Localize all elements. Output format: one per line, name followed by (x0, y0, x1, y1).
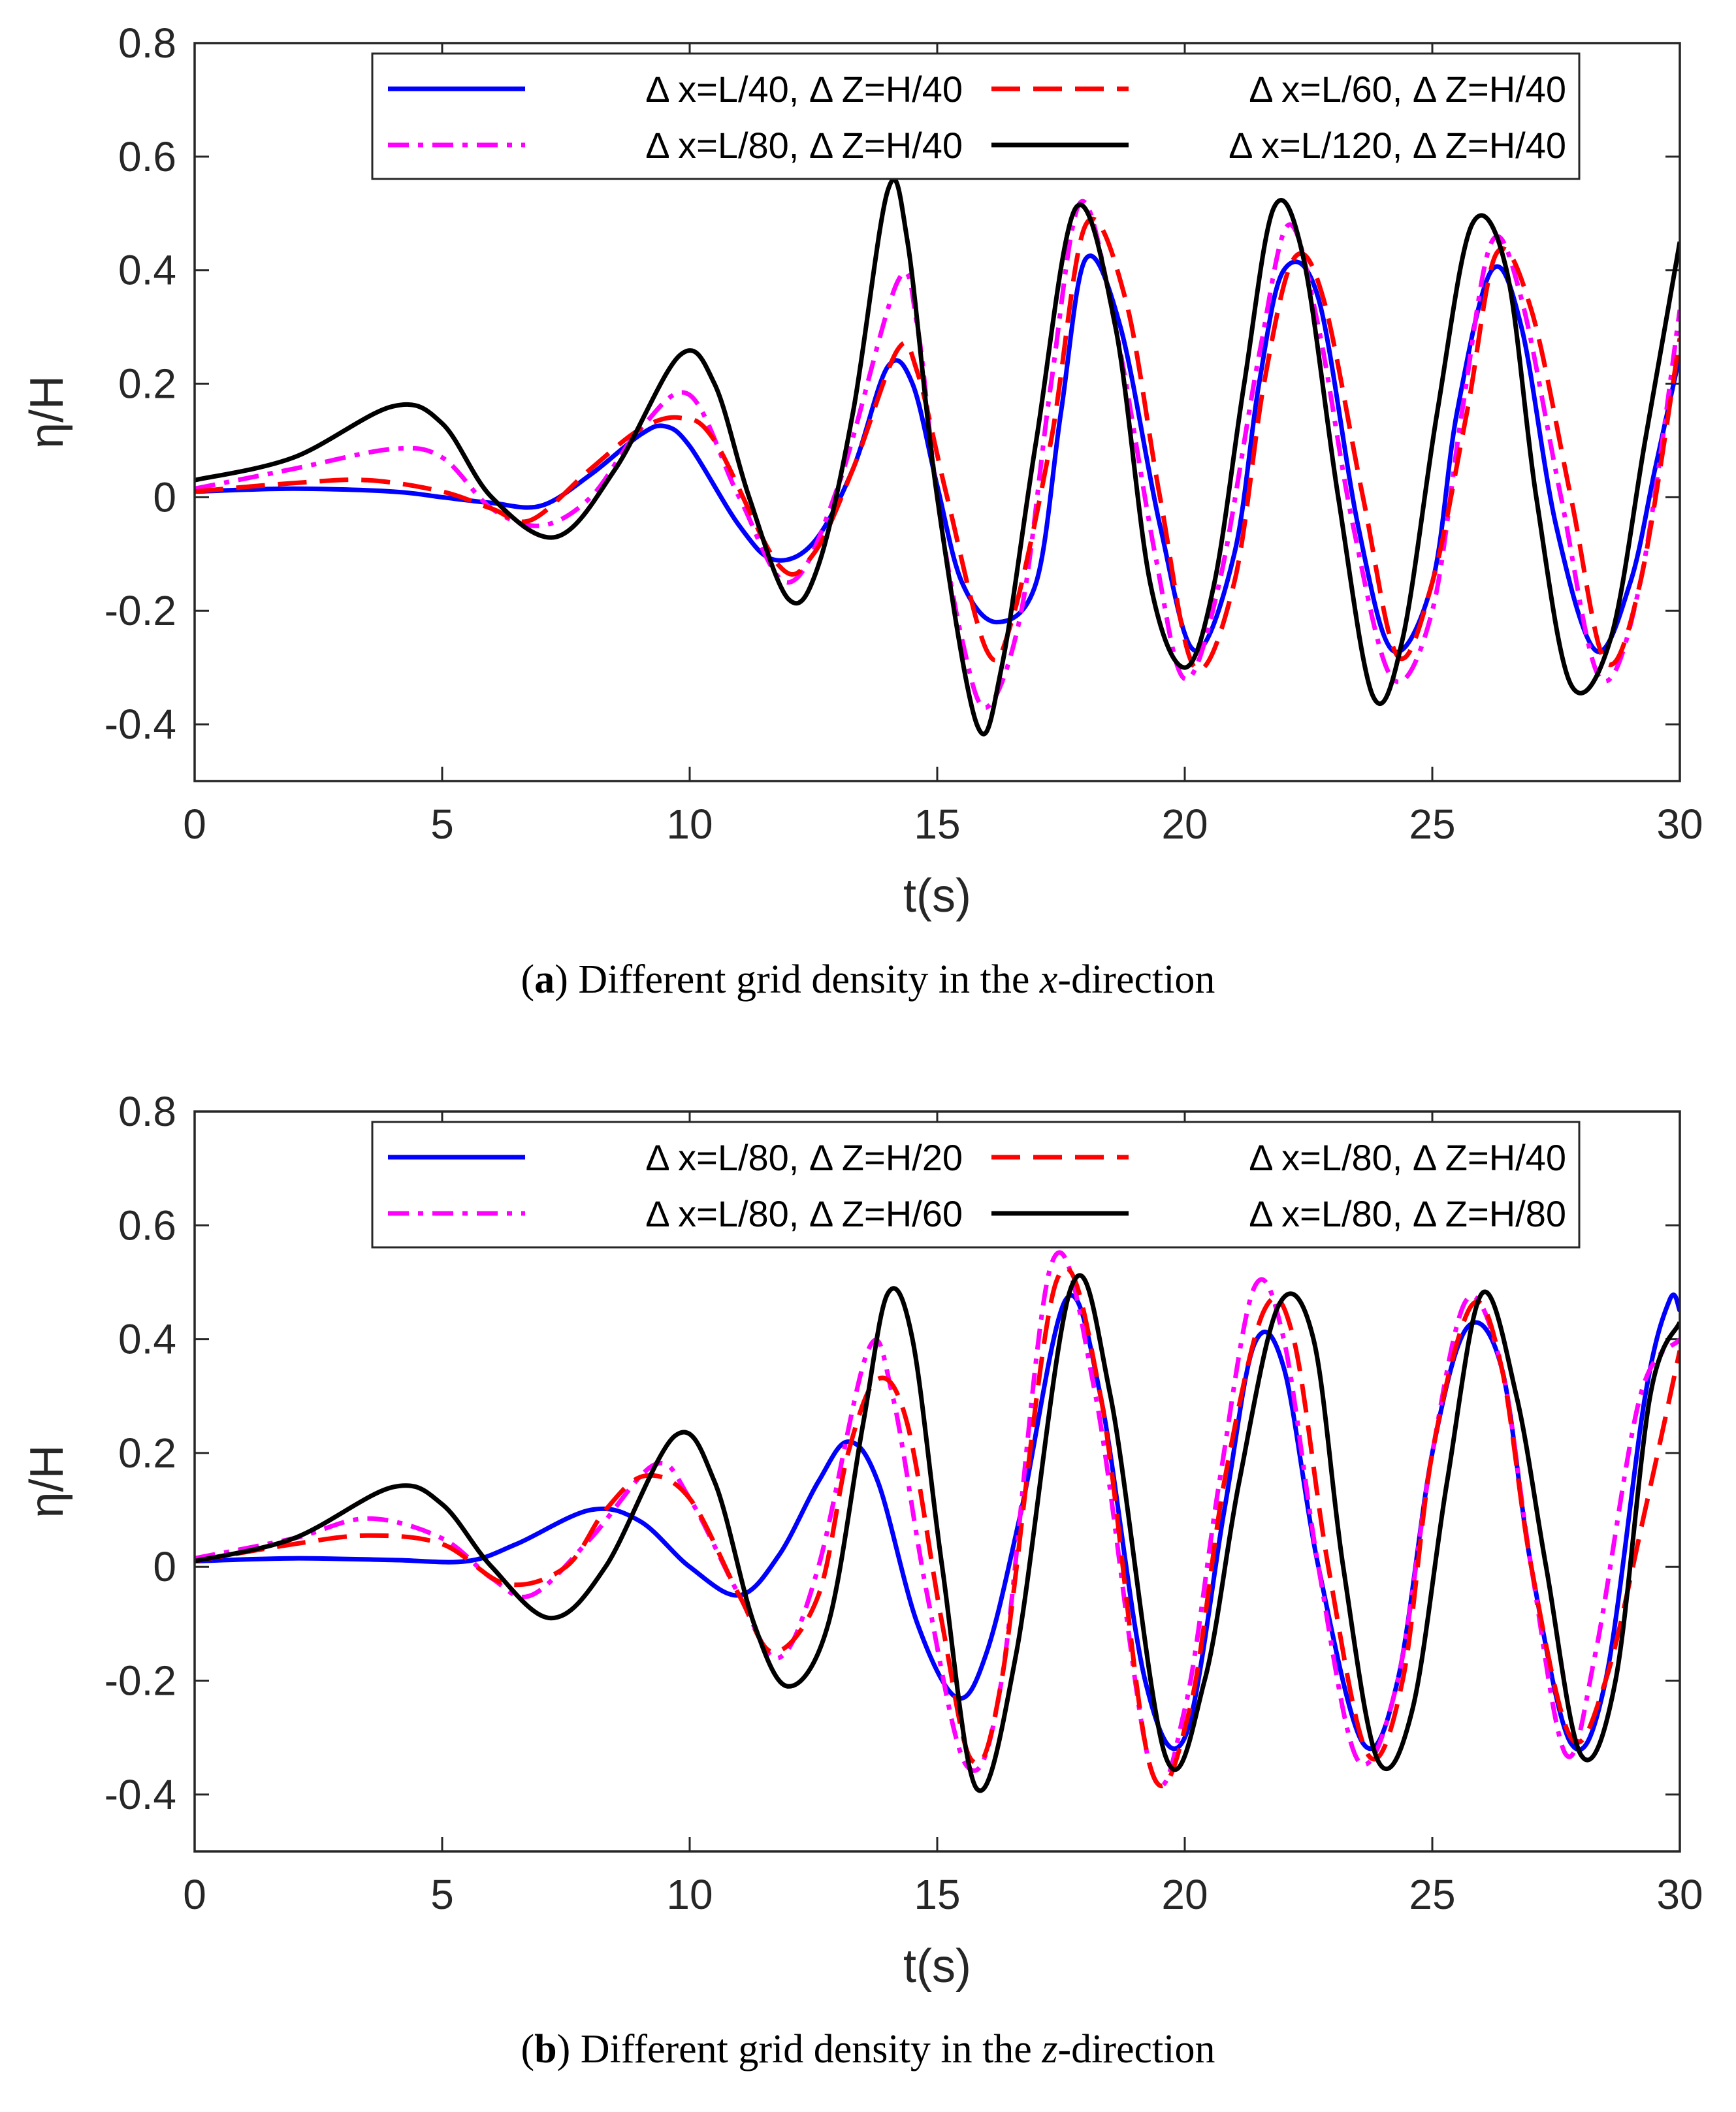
caption-paren-open: ( (521, 2027, 535, 2072)
panel-a: 0 5 10 15 20 25 30 -0.4 -0.2 0 0.2 0.4 0.6 0.8 t(s) η/H… (21, 20, 1703, 1002)
x-tick-label: 25 (1409, 801, 1455, 848)
legend-label-3: Δ x=L/80, Δ Z=H/40 (1249, 1137, 1566, 1178)
y-tick-label: 0.4 (118, 247, 176, 294)
caption-text-pre: Different grid density in the (581, 2027, 1042, 2072)
x-tick-label: 30 (1656, 1871, 1703, 1918)
caption: (b) Different grid density in the z-dire… (521, 2027, 1215, 2072)
caption-variable: z (1041, 2027, 1057, 2072)
caption-panel-label: b (534, 2027, 556, 2072)
caption-text-post: -direction (1057, 957, 1215, 1002)
x-tick-label: 5 (430, 801, 454, 848)
y-axis-label: η/H (21, 376, 73, 449)
legend-label-1: Δ x=L/40, Δ Z=H/40 (645, 69, 963, 110)
legend: Δ x=L/40, Δ Z=H/40 Δ x=L/80, Δ Z=H/40 Δ x=… (371, 52, 1581, 180)
caption-text-post: -direction (1057, 2027, 1215, 2072)
caption-paren-close: ) (555, 957, 578, 1002)
series-line-3 (195, 1266, 1680, 1789)
x-tick-label: 10 (666, 1871, 713, 1918)
y-tick-label: -0.2 (104, 587, 176, 634)
x-tick-label: 15 (914, 1871, 960, 1918)
y-axis-label: η/H (21, 1445, 73, 1518)
caption-paren-open: ( (521, 957, 535, 1002)
x-tick-label: 20 (1161, 1871, 1208, 1918)
axes-box (193, 42, 1681, 782)
legend-label-2: Δ x=L/80, Δ Z=H/60 (645, 1193, 963, 1234)
y-tick-label: 0 (153, 473, 176, 520)
x-axis-label: t(s) (903, 1940, 971, 1992)
legend-box (371, 1121, 1581, 1249)
y-tick-label: 0.6 (118, 133, 176, 180)
legend-label-3: Δ x=L/60, Δ Z=H/40 (1249, 69, 1566, 110)
series-line-3 (195, 216, 1680, 673)
legend-label-2: Δ x=L/80, Δ Z=H/40 (645, 125, 963, 166)
series-line-4 (195, 177, 1680, 737)
legend-label-4: Δ x=L/80, Δ Z=H/80 (1249, 1193, 1566, 1234)
series-group (195, 1250, 1680, 1793)
x-axis-label: t(s) (903, 870, 971, 922)
x-tick-label: 0 (183, 1871, 206, 1918)
series-group (195, 177, 1680, 737)
caption-text-pre: Different grid density in the (578, 957, 1040, 1002)
caption-paren-close: ) (557, 2027, 581, 2072)
x-tick-label: 20 (1161, 801, 1208, 848)
x-tick-label: 25 (1409, 1871, 1455, 1918)
y-tick-label: 0.4 (118, 1316, 176, 1363)
x-tick-label: 0 (183, 801, 206, 848)
legend-box (371, 52, 1581, 180)
y-tick-label: 0.2 (118, 1430, 176, 1477)
y-tick-label: 0.2 (118, 360, 176, 408)
y-tick-label: 0.6 (118, 1202, 176, 1249)
legend-label-1: Δ x=L/80, Δ Z=H/20 (645, 1137, 963, 1178)
x-tick-label: 15 (914, 801, 960, 848)
y-tick-label: 0 (153, 1543, 176, 1590)
caption-variable: x (1039, 957, 1058, 1002)
legend-label-4: Δ x=L/120, Δ Z=H/40 (1229, 125, 1566, 166)
y-tick-label: -0.4 (104, 701, 176, 748)
y-tick-label: -0.2 (104, 1657, 176, 1704)
caption-panel-label: a (534, 957, 555, 1002)
legend: Δ x=L/80, Δ Z=H/20 Δ x=L/80, Δ Z=H/60 Δ x=… (371, 1121, 1581, 1249)
panel-b: 0 5 10 15 20 25 30 -0.4 -0.2 0 0.2 0.4 0.6 0.8 t(s) η/H… (21, 1088, 1703, 2072)
x-tick-label: 10 (666, 801, 713, 848)
y-tick-label: 0.8 (118, 20, 176, 67)
x-tick-label: 5 (430, 1871, 454, 1918)
axes-box (193, 1110, 1681, 1853)
series-line-4 (195, 1273, 1680, 1793)
series-line-2 (195, 199, 1680, 710)
x-tick-label: 30 (1656, 801, 1703, 848)
caption: (a) Different grid density in the x-dire… (521, 957, 1215, 1002)
y-tick-label: 0.8 (118, 1088, 176, 1135)
y-tick-label: -0.4 (104, 1771, 176, 1818)
